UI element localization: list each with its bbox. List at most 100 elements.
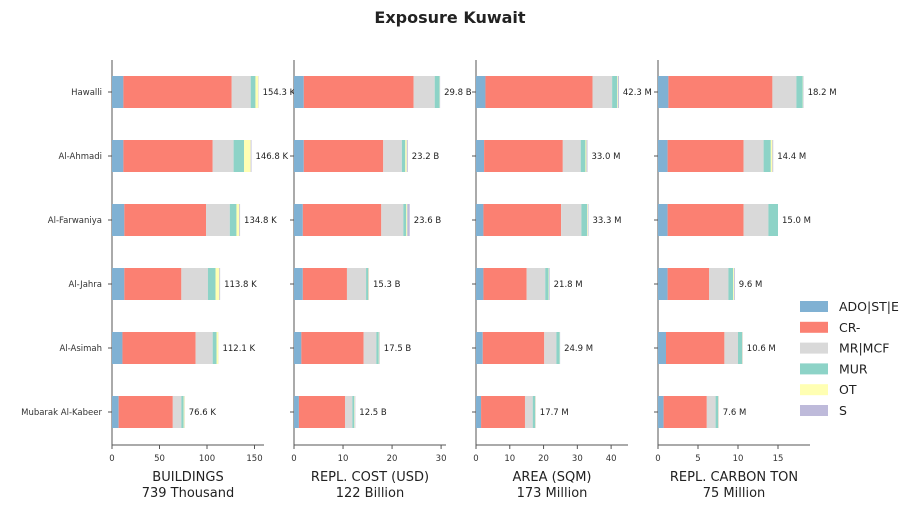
bar-segment (434, 76, 440, 108)
bar-segment (476, 204, 484, 236)
panel-2: 0 10 20 30 29.8 B 23.2 B 23.6 B 15.3 B 17.5 B 12.… (290, 60, 472, 501)
x-tick-label: 100 (199, 454, 215, 464)
panel-3: 0 10 20 30 40 42.3 M 33.0 M 33.3 M 21.8 M 24.9 M 1… (472, 60, 652, 501)
bar-segment (658, 204, 668, 236)
bar-segment (476, 396, 482, 428)
bar-value-label: 29.8 B (444, 88, 472, 98)
bar-segment (212, 332, 217, 364)
bar-value-label: 12.5 B (359, 408, 387, 418)
bar-value-label: 146.8 K (255, 152, 288, 162)
legend-label: CR- (839, 320, 860, 335)
bar-value-label: 23.6 B (414, 216, 442, 226)
bar-segment (366, 268, 369, 300)
bar-segment (413, 76, 435, 108)
bar-segment (301, 332, 364, 364)
bar-segment (485, 76, 593, 108)
bar-segment (250, 76, 256, 108)
bar-segment (743, 140, 764, 172)
bar-segment (658, 396, 664, 428)
bar-value-label: 10.6 M (747, 344, 776, 354)
bar-segment (239, 204, 241, 236)
bar-segment (195, 332, 213, 364)
bar-value-label: 21.8 M (554, 280, 583, 290)
bar-segment (207, 268, 216, 300)
x-tick-label: 10 (338, 454, 349, 464)
legend-label: MUR (839, 361, 868, 376)
x-tick-label: 5 (695, 454, 700, 464)
bar-segment (658, 140, 668, 172)
bar-segment (476, 268, 484, 300)
legend-swatch (800, 342, 828, 354)
x-tick-label: 0 (473, 454, 478, 464)
bar-segment (406, 140, 408, 172)
category-label: Al-Ahmadi (58, 152, 102, 162)
legend-swatch (800, 321, 828, 333)
bar-segment (532, 396, 536, 428)
bar-segment (236, 204, 240, 236)
x-tick-label: 50 (154, 454, 165, 464)
bar-segment (118, 396, 173, 428)
bar-value-label: 23.2 B (412, 152, 440, 162)
bar-segment (562, 140, 581, 172)
bar-segment (484, 140, 563, 172)
x-axis-label: REPL. CARBON TON (670, 470, 798, 485)
legend-label: S (839, 403, 847, 418)
bar-segment (294, 332, 302, 364)
x-tick-label: 10 (733, 454, 744, 464)
bar-segment (401, 140, 406, 172)
bar-segment (244, 140, 251, 172)
bar-segment (592, 76, 613, 108)
bar-segment (763, 140, 771, 172)
bar-segment (581, 204, 588, 236)
bar-value-label: 15.0 M (782, 216, 811, 226)
bar-segment (123, 140, 213, 172)
category-label: Hawalli (71, 88, 102, 98)
bar-segment (476, 140, 485, 172)
bar-segment (617, 76, 619, 108)
legend-swatch (800, 301, 828, 312)
bar-segment (124, 204, 207, 236)
bar-segment (706, 396, 716, 428)
bar-segment (352, 396, 355, 428)
bar-segment (405, 140, 407, 172)
bar-segment (658, 268, 668, 300)
bar-segment (724, 332, 738, 364)
x-axis-total-label: 173 Million (517, 486, 588, 501)
bar-segment (483, 268, 527, 300)
bar-value-label: 7.6 M (723, 408, 747, 418)
bar-segment (383, 140, 402, 172)
bar-segment (407, 204, 410, 236)
bar-value-label: 33.3 M (592, 216, 621, 226)
x-tick-label: 30 (436, 454, 447, 464)
bar-segment (667, 140, 744, 172)
x-axis-label: AREA (SQM) (512, 470, 591, 485)
x-tick-label: 20 (387, 454, 398, 464)
bar-segment (112, 76, 124, 108)
bar-segment (363, 332, 377, 364)
bar-value-label: 42.3 M (623, 88, 652, 98)
bar-segment (346, 268, 367, 300)
bar-segment (658, 332, 666, 364)
bar-segment (733, 268, 734, 300)
bar-segment (476, 332, 483, 364)
bar-segment (772, 140, 774, 172)
bar-segment (617, 76, 618, 108)
x-tick-label: 10 (504, 454, 515, 464)
bar-segment (344, 396, 353, 428)
bar-segment (483, 204, 562, 236)
bar-value-label: 33.0 M (591, 152, 620, 162)
bar-segment (298, 396, 345, 428)
x-tick-label: 40 (606, 454, 617, 464)
bar-segment (123, 76, 232, 108)
bar-value-label: 76.6 K (189, 408, 217, 418)
bar-segment (728, 268, 734, 300)
bar-segment (715, 396, 718, 428)
bar-segment (738, 332, 742, 364)
bar-segment (112, 268, 125, 300)
bar-segment (667, 268, 710, 300)
bar-segment (172, 396, 182, 428)
bar-segment (734, 268, 735, 300)
bar-segment (181, 268, 208, 300)
bar-segment (302, 204, 382, 236)
